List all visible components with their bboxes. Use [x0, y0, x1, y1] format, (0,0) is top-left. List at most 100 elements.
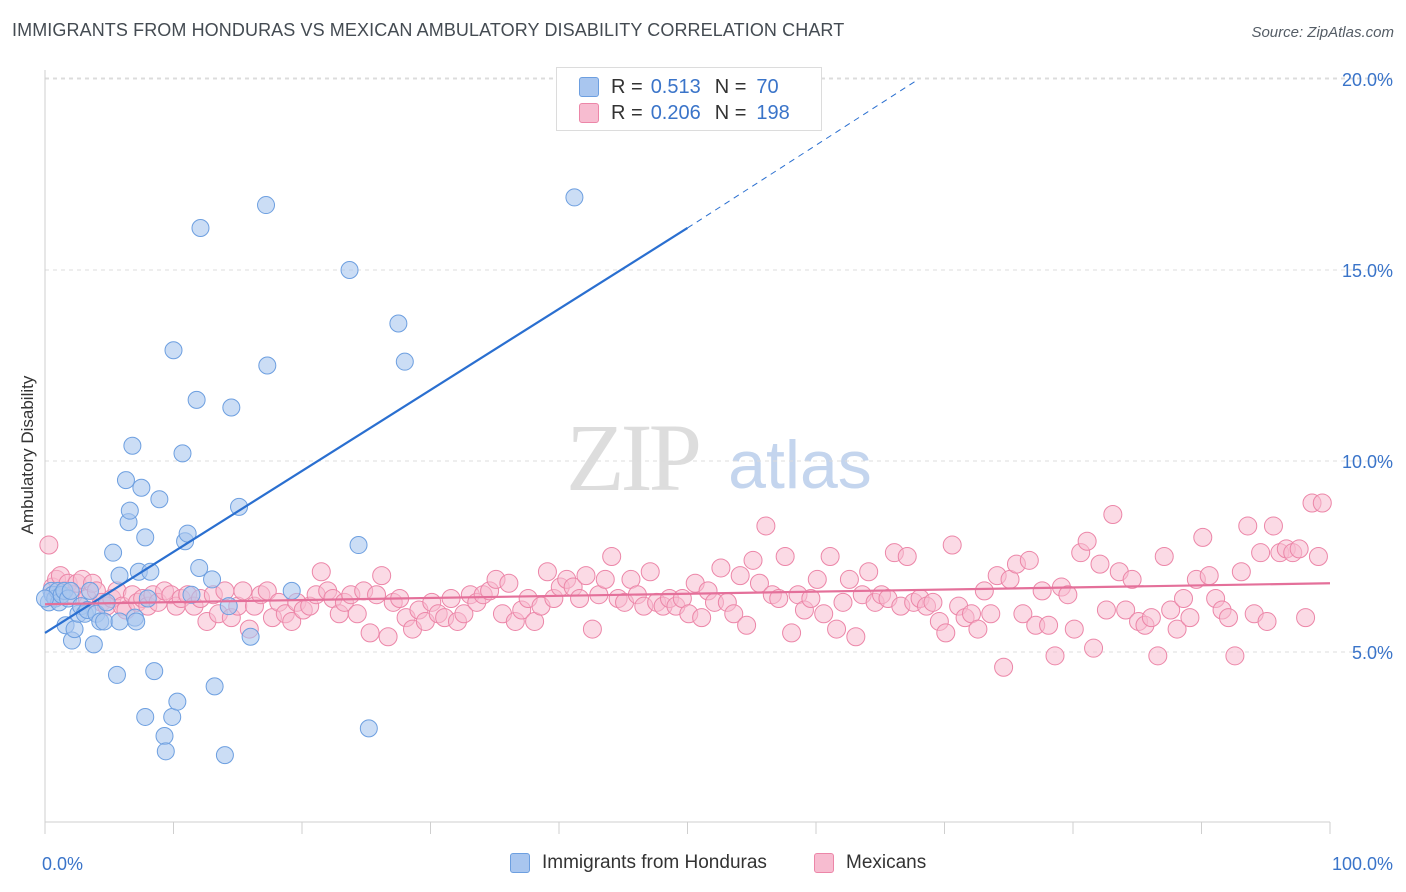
honduras-point — [150, 490, 169, 509]
tick-labels: 5.0% 10.0% 15.0% 20.0% 0.0% 100.0% — [42, 70, 1393, 874]
source-note: Source: ZipAtlas.com — [1251, 24, 1394, 41]
honduras-point — [110, 612, 129, 631]
honduras-point — [258, 356, 277, 375]
mexicans-swatch — [579, 103, 599, 123]
honduras-trend-line — [44, 227, 689, 634]
honduras-point — [191, 218, 210, 237]
mexicans-point — [846, 627, 866, 647]
mexicans-point — [537, 562, 557, 582]
mexicans-point — [936, 623, 956, 643]
mexicans-point — [640, 562, 660, 582]
mexicans-point — [942, 535, 962, 555]
mexicans-point — [1084, 638, 1104, 658]
honduras-point — [36, 589, 54, 608]
mexicans-point — [499, 573, 519, 593]
stats-row-mexicans: R = 0.206 N = 198 — [579, 100, 790, 126]
mexicans-point — [923, 592, 943, 612]
honduras-point — [163, 707, 182, 726]
trend-lines — [44, 78, 1331, 634]
mexicans-point — [454, 604, 474, 624]
mexicans-point — [839, 569, 859, 589]
mexicans-point — [897, 547, 917, 566]
chart-title: IMMIGRANTS FROM HONDURAS VS MEXICAN AMBU… — [12, 20, 845, 40]
y-tick-label: 10.0% — [1342, 452, 1393, 472]
mexicans-point — [1296, 608, 1316, 628]
mexicans-point — [1039, 615, 1059, 635]
mexicans-point — [39, 535, 59, 555]
mexicans-point — [1225, 646, 1245, 666]
mexicans-point — [1154, 547, 1174, 566]
mexicans-point — [347, 604, 367, 624]
honduras-point — [107, 665, 126, 684]
mexicans-point — [807, 569, 827, 589]
mexicans-point — [711, 558, 731, 578]
honduras-point — [164, 341, 183, 360]
legend-label: Mexicans — [846, 852, 927, 873]
y-tick-label: 15.0% — [1342, 261, 1393, 281]
n-label: N = — [714, 101, 747, 124]
mexicans-point — [1096, 600, 1116, 620]
honduras-point — [95, 612, 114, 631]
honduras-point — [145, 662, 164, 681]
honduras-point — [123, 436, 142, 455]
honduras-point — [155, 727, 174, 746]
honduras-point — [190, 558, 209, 577]
mexicans-point — [814, 604, 834, 624]
honduras-point — [349, 536, 368, 555]
honduras-point — [230, 497, 249, 516]
mexicans-point — [1308, 547, 1328, 566]
honduras-point — [80, 581, 99, 600]
mexicans-point — [1167, 619, 1187, 639]
legend-label: Immigrants from Honduras — [542, 852, 767, 873]
mexicans-point — [730, 566, 750, 586]
mexicans-point — [1122, 569, 1142, 589]
mexicans-point — [1141, 608, 1161, 628]
honduras-point — [257, 196, 276, 215]
legend-item-mexicans[interactable]: Mexicans — [814, 852, 926, 874]
honduras-point — [173, 444, 192, 463]
mexicans-point — [981, 604, 1001, 624]
mexicans-point — [311, 562, 331, 582]
mexicans-point — [756, 516, 776, 536]
axes — [44, 70, 1331, 834]
mexicans-point — [233, 581, 253, 601]
mexicans-point — [582, 619, 602, 639]
mexicans-point — [1180, 608, 1200, 628]
mexicans-point — [595, 569, 615, 589]
mexicans-point — [282, 611, 302, 631]
n-label: N = — [714, 75, 747, 98]
mexicans-point — [1251, 543, 1271, 563]
honduras-point — [136, 528, 155, 547]
legend-item-honduras[interactable]: Immigrants from Honduras — [510, 852, 767, 874]
honduras-point — [340, 261, 359, 279]
mexicans-point — [576, 566, 596, 586]
mexicans-point — [692, 608, 712, 628]
mexicans-point — [968, 619, 988, 639]
watermark-zip: ZIP — [566, 404, 699, 511]
mexicans-point — [1231, 562, 1251, 582]
honduras-trend-extension — [687, 78, 920, 229]
mexicans-point — [724, 604, 744, 624]
honduras-point — [222, 398, 241, 417]
honduras-point — [241, 627, 260, 646]
stats-row-honduras: R = 0.513 N = 70 — [579, 74, 779, 100]
mexicans-point — [827, 619, 847, 639]
honduras-point — [116, 471, 135, 490]
mexicans-point — [833, 592, 853, 612]
honduras-swatch — [579, 77, 599, 97]
honduras-point — [156, 742, 175, 761]
honduras-point — [395, 352, 414, 371]
mexicans-point — [769, 589, 789, 609]
mexicans-point — [1238, 516, 1258, 536]
mexicans-trend-line — [44, 582, 1331, 606]
honduras-point — [389, 314, 408, 333]
mexicans-points — [39, 493, 1332, 677]
mexicans-point — [378, 627, 398, 647]
mexicans-point — [1045, 646, 1065, 666]
n-value: 70 — [756, 75, 779, 98]
mexicans-point — [974, 581, 994, 601]
mexicans-point — [1257, 611, 1277, 631]
r-value: 0.513 — [650, 75, 701, 98]
honduras-point — [127, 612, 146, 631]
mexicans-point — [782, 623, 802, 643]
